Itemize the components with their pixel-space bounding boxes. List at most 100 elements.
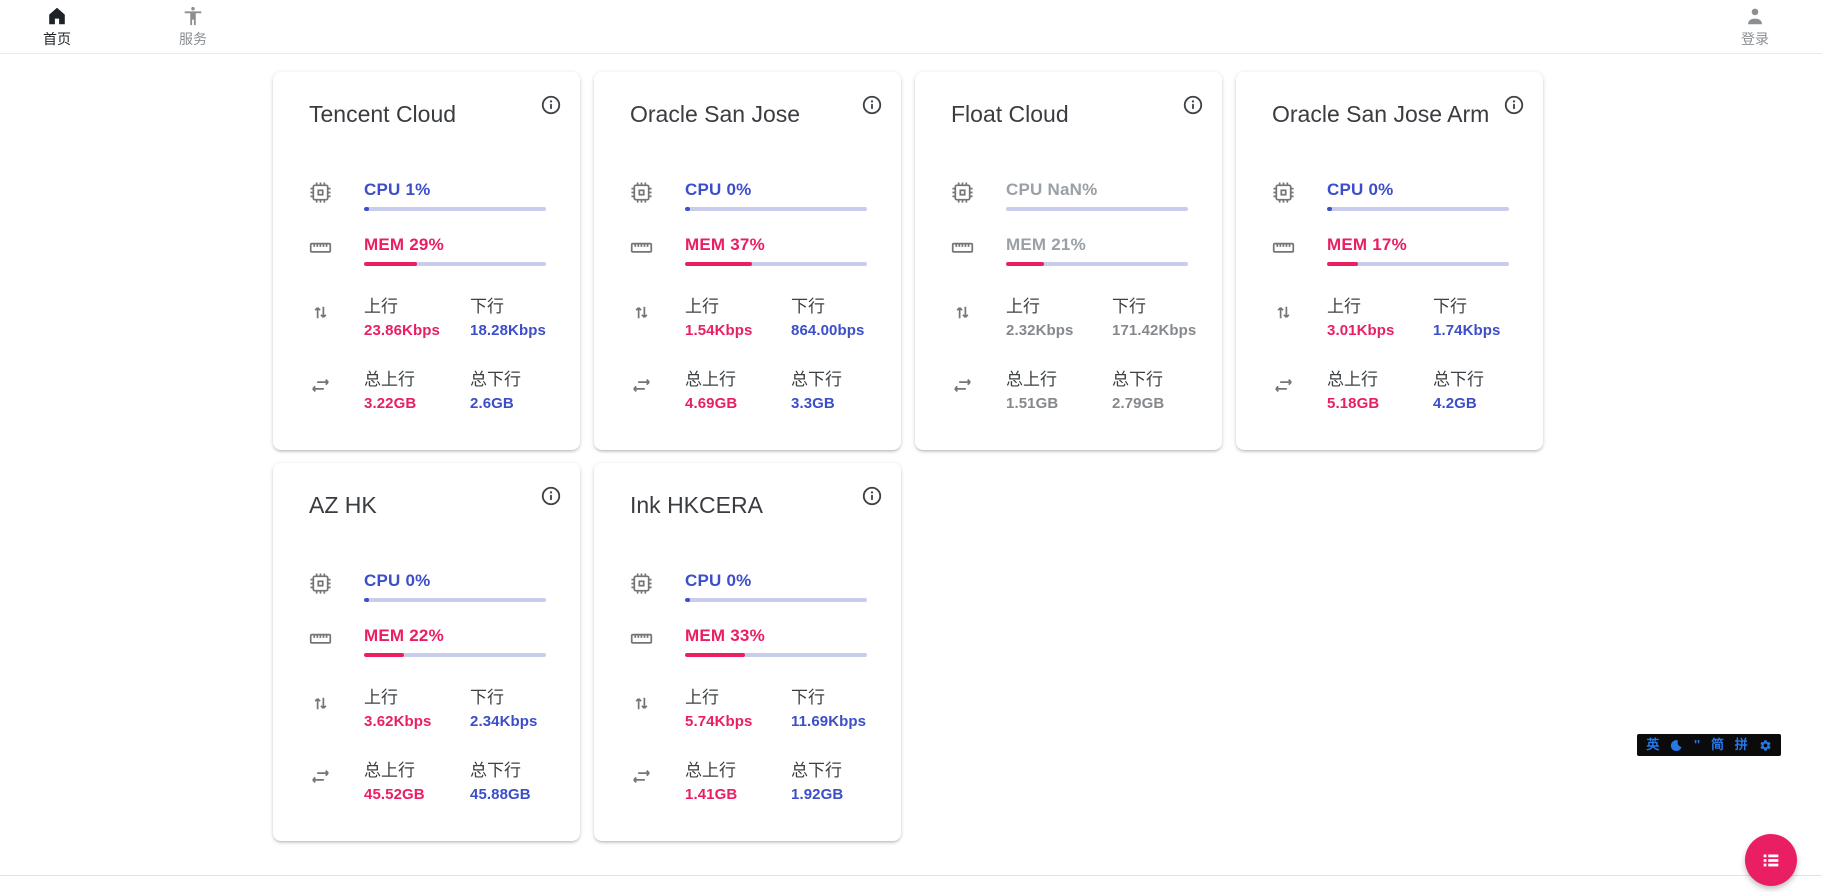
total-row: 总上行 45.52GB 总下行 45.88GB — [309, 756, 558, 803]
swap-vertical-icon — [309, 692, 332, 715]
mem-value: 29% — [409, 235, 444, 254]
speed-row: 上行 3.62Kbps 下行 2.34Kbps — [309, 683, 558, 730]
swap-vertical-icon — [951, 301, 974, 324]
cpu-label: CPU0% — [685, 571, 879, 591]
swap-vertical-icon — [630, 301, 653, 324]
download-col: 下行 18.28Kbps — [470, 292, 576, 339]
server-card: AZ HK CPU0% — [273, 463, 580, 841]
cpu-row: CPU0% — [630, 180, 879, 211]
memory-ruler-icon — [309, 627, 332, 650]
total-download-value: 4.2GB — [1433, 395, 1539, 412]
upload-label: 上行 — [1327, 292, 1433, 317]
info-button[interactable] — [540, 94, 562, 116]
info-button[interactable] — [540, 485, 562, 507]
download-value: 18.28Kbps — [470, 322, 576, 339]
services-person-icon — [182, 5, 204, 27]
server-grid: Tencent Cloud CPU1% — [273, 72, 1573, 841]
cpu-label: CPU0% — [685, 180, 879, 200]
speed-row: 上行 1.54Kbps 下行 864.00bps — [630, 292, 879, 339]
list-icon — [1760, 849, 1782, 871]
total-upload-value: 1.41GB — [685, 786, 791, 803]
memory-ruler-icon — [630, 236, 653, 259]
swap-horizontal-icon — [309, 374, 332, 397]
info-button[interactable] — [861, 94, 883, 116]
ime-simplified-toggle[interactable]: 简 — [1711, 734, 1724, 756]
ime-punctuation-toggle[interactable]: '' — [1694, 734, 1700, 756]
server-card: Float Cloud CPUNaN% — [915, 72, 1222, 450]
download-label: 下行 — [791, 683, 897, 708]
total-download-col: 总下行 45.88GB — [470, 756, 576, 803]
info-button[interactable] — [861, 485, 883, 507]
mem-row: MEM22% — [309, 626, 558, 657]
mem-label: MEM21% — [1006, 235, 1200, 255]
cpu-chip-icon — [309, 572, 332, 595]
nav-home-label: 首页 — [43, 29, 71, 49]
total-download-label: 总下行 — [470, 365, 576, 390]
total-upload-label: 总上行 — [685, 365, 791, 390]
total-upload-value: 45.52GB — [364, 786, 470, 803]
cpu-progress-bar — [364, 207, 546, 211]
total-download-col: 总下行 1.92GB — [791, 756, 897, 803]
server-name: Oracle San Jose — [630, 98, 879, 130]
top-navbar: 首页 服务 登录 — [0, 0, 1822, 54]
total-upload-col: 总上行 45.52GB — [364, 756, 470, 803]
total-upload-col: 总上行 5.18GB — [1327, 365, 1433, 412]
download-label: 下行 — [470, 292, 576, 317]
total-download-value: 2.6GB — [470, 395, 576, 412]
nav-item-home[interactable]: 首页 — [19, 5, 95, 49]
mem-row: MEM29% — [309, 235, 558, 266]
ime-language-toggle[interactable]: 英 — [1646, 734, 1659, 756]
mem-progress-bar — [1327, 262, 1509, 266]
info-icon — [861, 94, 883, 116]
ime-pinyin-toggle[interactable]: 拼 — [1735, 734, 1748, 756]
speed-row: 上行 23.86Kbps 下行 18.28Kbps — [309, 292, 558, 339]
swap-horizontal-icon — [630, 765, 653, 788]
nav-item-services[interactable]: 服务 — [155, 5, 231, 49]
cpu-progress-bar — [1327, 207, 1509, 211]
total-row: 总上行 5.18GB 总下行 4.2GB — [1272, 365, 1521, 412]
cpu-label: CPUNaN% — [1006, 180, 1200, 200]
download-label: 下行 — [1433, 292, 1539, 317]
mem-progress-bar — [1006, 262, 1188, 266]
total-upload-value: 4.69GB — [685, 395, 791, 412]
upload-value: 1.54Kbps — [685, 322, 791, 339]
cpu-chip-icon — [630, 181, 653, 204]
moon-icon[interactable] — [1670, 738, 1683, 752]
cpu-label: CPU0% — [1327, 180, 1521, 200]
info-button[interactable] — [1182, 94, 1204, 116]
server-list-fab[interactable] — [1745, 834, 1797, 886]
info-icon — [861, 485, 883, 507]
cpu-chip-icon — [951, 181, 974, 204]
cpu-label: CPU0% — [364, 571, 558, 591]
total-upload-value: 3.22GB — [364, 395, 470, 412]
nav-login-label: 登录 — [1741, 29, 1769, 49]
upload-value: 3.01Kbps — [1327, 322, 1433, 339]
nav-item-login[interactable]: 登录 — [1717, 5, 1793, 49]
gear-icon[interactable] — [1759, 738, 1772, 752]
total-row: 总上行 4.69GB 总下行 3.3GB — [630, 365, 879, 412]
download-col: 下行 2.34Kbps — [470, 683, 576, 730]
info-button[interactable] — [1503, 94, 1525, 116]
total-upload-col: 总上行 1.41GB — [685, 756, 791, 803]
upload-col: 上行 5.74Kbps — [685, 683, 791, 730]
total-upload-value: 1.51GB — [1006, 395, 1112, 412]
memory-ruler-icon — [951, 236, 974, 259]
download-label: 下行 — [470, 683, 576, 708]
mem-progress-bar — [685, 262, 867, 266]
total-row: 总上行 1.41GB 总下行 1.92GB — [630, 756, 879, 803]
upload-col: 上行 3.62Kbps — [364, 683, 470, 730]
server-card: Ink HKCERA CPU0% — [594, 463, 901, 841]
cpu-value: 0% — [727, 571, 752, 590]
total-download-label: 总下行 — [791, 365, 897, 390]
server-name: Oracle San Jose Arm — [1272, 98, 1521, 130]
total-download-label: 总下行 — [1112, 365, 1218, 390]
speed-row: 上行 5.74Kbps 下行 11.69Kbps — [630, 683, 879, 730]
server-name: Float Cloud — [951, 98, 1200, 130]
download-label: 下行 — [791, 292, 897, 317]
cpu-chip-icon — [309, 181, 332, 204]
download-label: 下行 — [1112, 292, 1218, 317]
total-upload-label: 总上行 — [1327, 365, 1433, 390]
info-icon — [1182, 94, 1204, 116]
cpu-progress-bar — [685, 598, 867, 602]
download-value: 11.69Kbps — [791, 713, 897, 730]
